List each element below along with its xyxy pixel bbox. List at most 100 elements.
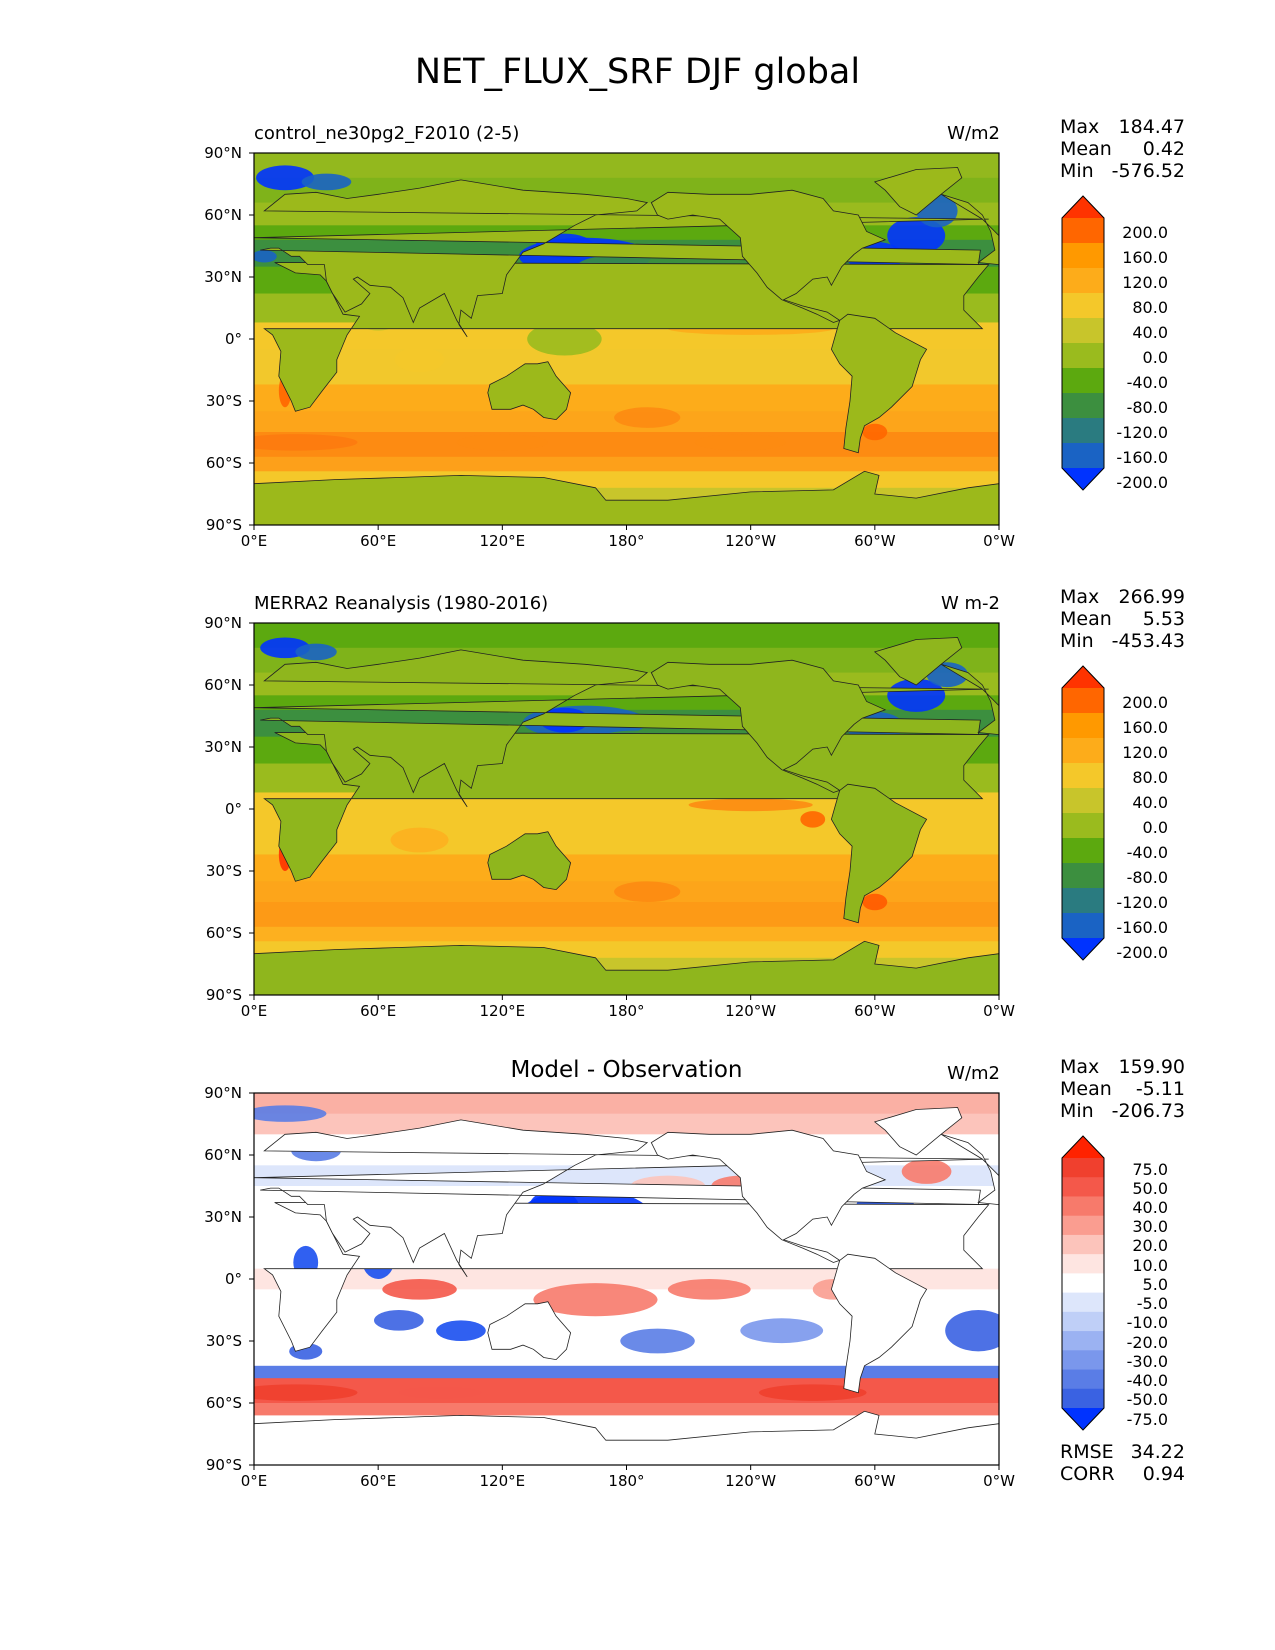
- lon-tick-label: 120°E: [479, 1002, 526, 1020]
- anomaly-region: [527, 322, 602, 356]
- anomaly-region: [533, 1283, 658, 1317]
- colorbar-level-label: -160.0: [1116, 448, 1168, 467]
- colorbar-segment: [1062, 1369, 1104, 1390]
- anomaly-region: [926, 662, 968, 688]
- panel-1-units: W/m2: [947, 123, 1000, 144]
- colorbar-level-label: -10.0: [1126, 1313, 1168, 1333]
- stat-value: 266.99: [1118, 586, 1185, 608]
- panel-2-units: W m-2: [940, 593, 1000, 614]
- lat-tick-label: 0°: [224, 800, 242, 818]
- stat-value: -576.52: [1111, 160, 1185, 182]
- colorbar-level-label: -40.0: [1126, 373, 1168, 392]
- coastline-australia: [487, 1301, 572, 1361]
- stat-label: Max: [1060, 1056, 1100, 1078]
- coastline-australia: [487, 831, 572, 891]
- anomaly-region: [862, 423, 888, 441]
- panel-3-stats: Max 159.90 Mean -5.11 Min -206.73: [1060, 1056, 1185, 1122]
- lat-tick-label: 30°N: [204, 268, 242, 286]
- stat-label: Max: [1060, 586, 1100, 608]
- panel-3-title: Model - Observation: [510, 1057, 743, 1083]
- stat-label: Max: [1060, 116, 1100, 138]
- colorbar-level-label: 40.0: [1132, 1198, 1168, 1217]
- zonal-band: [254, 456, 999, 472]
- lon-tick-label: 120°W: [725, 532, 777, 550]
- lon-tick-label: 0°E: [240, 1002, 268, 1020]
- colorbar-level-label: 160.0: [1122, 718, 1168, 737]
- lat-tick-label: 60°N: [204, 676, 242, 694]
- coastline-samerica: [830, 783, 928, 924]
- lat-tick-label: 90°N: [204, 144, 242, 162]
- anomaly-region: [394, 347, 445, 373]
- colorbar-segment: [1062, 813, 1104, 839]
- colorbar-level-label: -80.0: [1126, 868, 1168, 887]
- colorbar-level-label: 40.0: [1132, 793, 1168, 812]
- stat-label: Mean: [1060, 1078, 1112, 1100]
- metric-value: 0.94: [1142, 1463, 1185, 1485]
- colorbar-segment: [1062, 788, 1104, 814]
- colorbar-segment: [1062, 393, 1104, 419]
- colorbar-segment: [1062, 688, 1104, 714]
- anomaly-region: [254, 1105, 327, 1122]
- anomaly-region: [398, 1386, 482, 1399]
- colorbar-segment: [1062, 1311, 1104, 1332]
- colorbar-level-label: -80.0: [1126, 398, 1168, 417]
- anomaly-region: [862, 893, 888, 911]
- stat-label: Min: [1060, 1100, 1094, 1122]
- colorbar-level-label: -200.0: [1116, 473, 1168, 492]
- colorbar-extend-min: [1062, 1408, 1104, 1430]
- colorbar-segment: [1062, 443, 1104, 469]
- colorbar-segment: [1062, 1331, 1104, 1351]
- colorbar-segment: [1062, 418, 1104, 444]
- anomaly-region: [254, 250, 277, 263]
- colorbar-level-label: 50.0: [1132, 1178, 1168, 1198]
- colorbar-segment: [1062, 863, 1104, 889]
- colorbar-segment: [1062, 1273, 1104, 1294]
- colorbar-segment: [1062, 1254, 1104, 1274]
- anomaly-region: [374, 1310, 424, 1331]
- lat-tick-label: 90°S: [205, 1456, 242, 1474]
- colorbar-level-label: 40.0: [1132, 323, 1168, 342]
- colorbar-segment: [1062, 763, 1104, 789]
- colorbar-level-label: -40.0: [1126, 843, 1168, 862]
- stat-label: Mean: [1060, 608, 1112, 630]
- anomaly-region: [436, 1320, 486, 1341]
- lon-tick-label: 60°W: [854, 1002, 896, 1020]
- colorbar-2: [1061, 665, 1105, 961]
- colorbar-level-label: 30.0: [1132, 1217, 1168, 1237]
- colorbar-segment: [1062, 1158, 1104, 1178]
- zonal-band: [254, 1378, 999, 1404]
- colorbar-outline: [1061, 195, 1105, 491]
- colorbar-level-label: 0.0: [1142, 348, 1168, 367]
- lon-tick-label: 120°E: [479, 532, 526, 550]
- anomaly-region: [694, 434, 786, 451]
- anomaly-region: [614, 881, 681, 903]
- zonal-band: [254, 926, 999, 942]
- zonal-band: [254, 902, 999, 928]
- lon-tick-label: 0°E: [240, 1472, 268, 1490]
- colorbar-level-label: -20.0: [1126, 1332, 1168, 1352]
- lat-tick-label: 60°S: [205, 924, 242, 942]
- colorbar-level-label: 75.0: [1132, 1159, 1168, 1179]
- anomaly-region: [667, 1279, 751, 1300]
- lat-tick-label: 60°N: [204, 206, 242, 224]
- anomaly-region: [256, 165, 315, 191]
- colorbar-extend-max: [1062, 666, 1104, 688]
- colorbar-segment: [1062, 913, 1104, 939]
- coastline-europe-east: [940, 193, 999, 266]
- map-panel-3: [249, 1092, 1000, 1470]
- colorbar-level-label: 5.0: [1142, 1274, 1168, 1294]
- colorbar-extend-max: [1062, 1136, 1104, 1158]
- colorbar-level-label: 200.0: [1122, 693, 1168, 712]
- colorbar-level-label: -30.0: [1126, 1351, 1168, 1371]
- lon-tick-label: 120°W: [725, 1002, 777, 1020]
- stat-value: 159.90: [1118, 1056, 1185, 1078]
- lat-tick-label: 90°N: [204, 614, 242, 632]
- lon-tick-label: 60°E: [360, 532, 397, 550]
- anomaly-region: [301, 173, 352, 191]
- colorbar-segment: [1062, 1196, 1104, 1217]
- colorbar-segment: [1062, 1350, 1104, 1370]
- coastline-namerica: [650, 659, 887, 793]
- anomaly-region: [945, 1310, 999, 1352]
- zonal-band: [254, 432, 999, 458]
- anomaly-region: [901, 1159, 952, 1184]
